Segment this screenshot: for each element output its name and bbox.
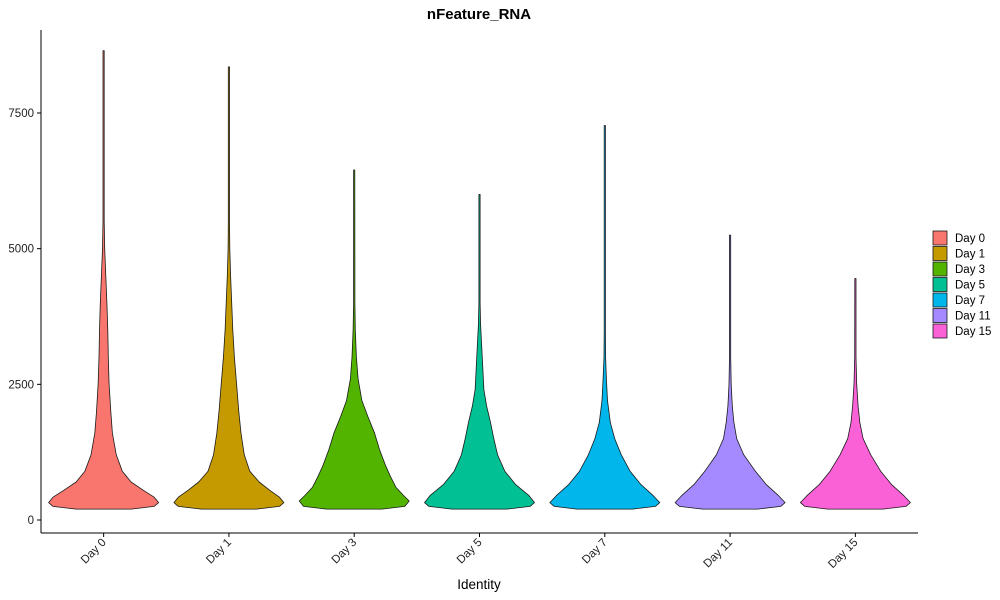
x-tick-label: Day 0 (79, 537, 109, 567)
legend-label: Day 3 (955, 264, 985, 276)
violin-day-11 (674, 234, 786, 510)
y-axis: 0 2500 5000 7500 (8, 30, 42, 533)
legend-label: Day 1 (955, 249, 985, 261)
legend-label: Day 0 (955, 233, 985, 245)
violin-day-3 (298, 169, 410, 510)
y-tick-label: 0 (28, 515, 34, 527)
violin-day-15 (800, 278, 911, 510)
x-tick-label: Day 7 (580, 537, 610, 567)
x-tick-label: Day 15 (826, 537, 860, 571)
violin-day-0 (48, 50, 159, 510)
legend: Day 0 Day 1 Day 3 Day 5 Day 7 Day 11 Day 15 (932, 230, 991, 339)
legend-label: Day 15 (955, 326, 991, 338)
violin-day-1 (173, 66, 285, 510)
legend-swatch (932, 261, 948, 277)
y-tick-label: 7500 (8, 108, 34, 120)
x-axis-title: Identity (457, 577, 501, 592)
legend-swatch (932, 323, 948, 339)
legend-swatch (932, 230, 948, 246)
legend-label: Day 7 (955, 295, 985, 307)
chart-title: nFeature_RNA (427, 6, 531, 23)
y-tick-label: 5000 (8, 244, 34, 256)
y-tick-label: 2500 (8, 379, 34, 391)
violin-group (48, 50, 911, 510)
violin-day-5 (424, 194, 535, 510)
legend-label: Day 11 (955, 311, 991, 323)
legend-label: Day 5 (955, 280, 985, 292)
x-tick-label: Day 1 (204, 537, 234, 567)
x-tick-label: Day 5 (455, 537, 485, 567)
legend-swatch (932, 277, 948, 292)
violin-day-7 (549, 125, 661, 510)
legend-swatch (932, 308, 948, 323)
x-tick-label: Day 3 (330, 537, 360, 567)
x-axis: Day 0 Day 1 Day 3 Day 5 Day 7 Day 11 Day 15 (41, 532, 918, 571)
legend-swatch (932, 246, 948, 261)
legend-swatch (932, 292, 948, 308)
x-tick-label: Day 11 (702, 537, 736, 571)
